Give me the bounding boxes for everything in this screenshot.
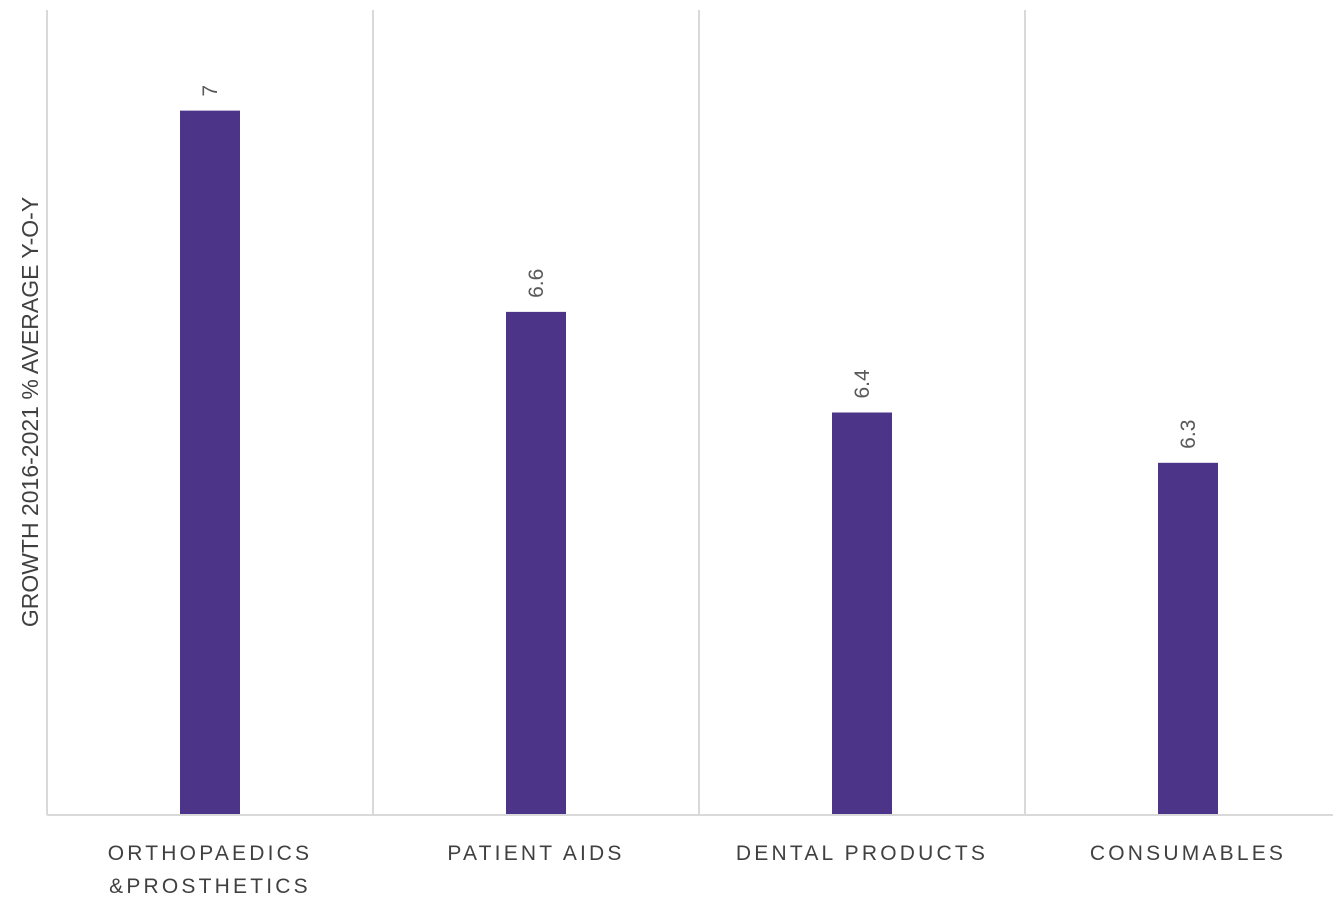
data-labels: 7 6.6 6.4 6.3 [199, 85, 1200, 449]
bar [832, 412, 892, 815]
bar [506, 311, 566, 815]
x-tick-label: CONSUMABLES [1090, 842, 1286, 865]
data-label: 7 [199, 85, 222, 97]
bar [1158, 462, 1218, 815]
data-label: 6.6 [525, 269, 548, 298]
gridlines [46, 10, 1026, 815]
x-tick-label: DENTAL PRODUCTS [736, 842, 988, 865]
data-label: 6.4 [851, 369, 874, 399]
bars [180, 110, 1218, 815]
x-tick-label: PATIENT AIDS [447, 842, 624, 865]
data-label: 6.3 [1177, 420, 1200, 449]
y-axis-label: GROWTH 2016-2021 % AVERAGE Y-O-Y [17, 197, 43, 627]
x-tick-label: &PROSTHETICS [109, 875, 311, 898]
bar [180, 110, 240, 815]
x-tick-label: ORTHOPAEDICS [108, 842, 312, 865]
x-tick-labels: ORTHOPAEDICS&PROSTHETICS PATIENT AIDS DENT… [108, 842, 1286, 898]
